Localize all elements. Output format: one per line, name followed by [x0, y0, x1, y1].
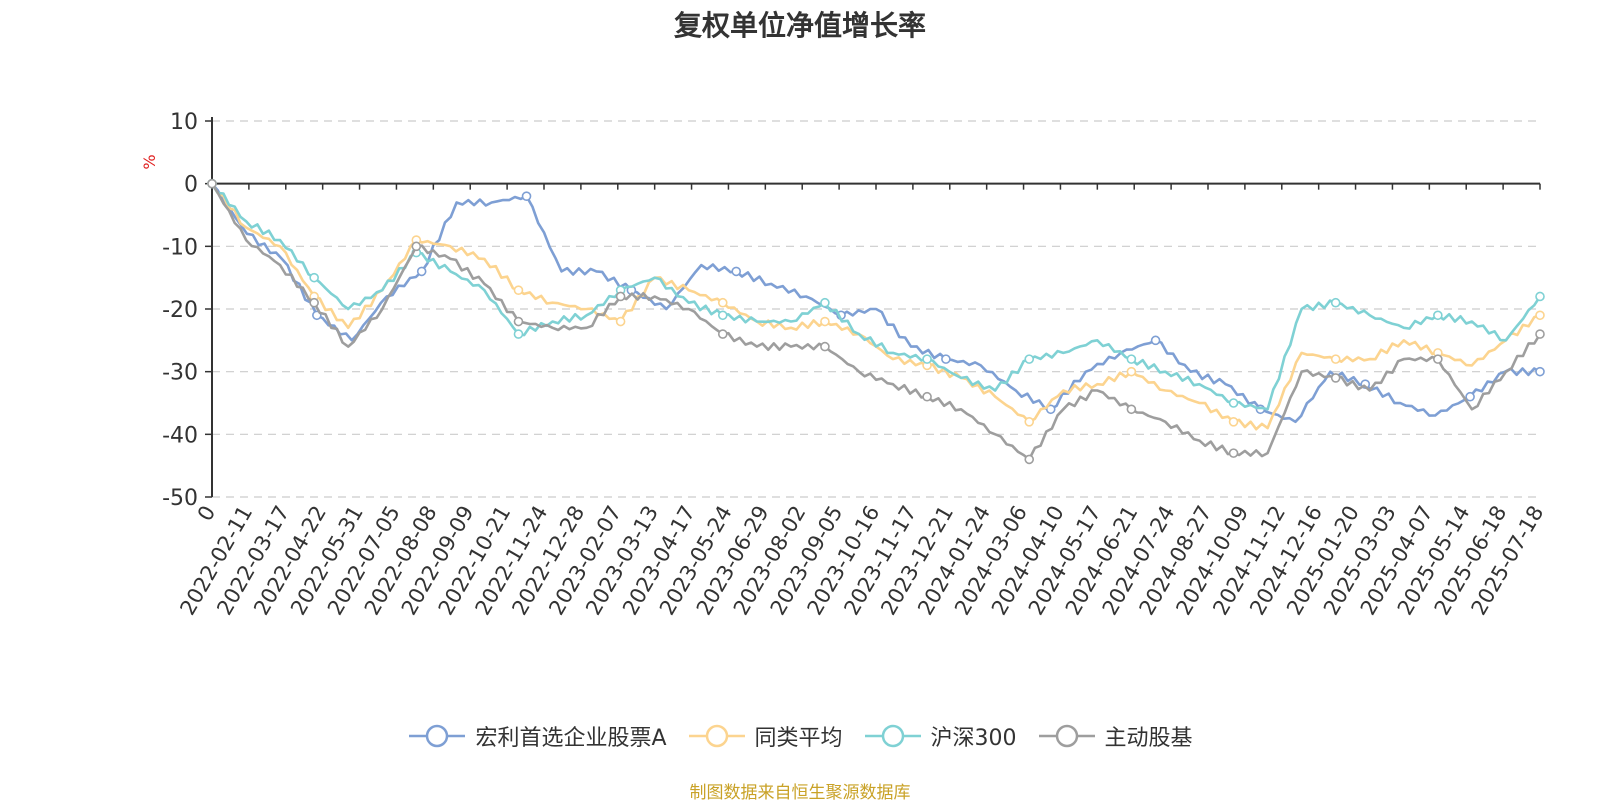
series-point-0	[1045, 404, 1056, 415]
series-point-1	[513, 285, 524, 296]
series-point-1	[1535, 310, 1545, 321]
series-line-3	[210, 182, 1542, 461]
series-point-0	[941, 354, 951, 364]
series-point-3	[207, 178, 217, 189]
y-tick-label: -20	[162, 298, 198, 323]
legend-label: 沪深300	[930, 726, 1017, 751]
series-point-1	[820, 316, 830, 327]
series-point-1	[1330, 354, 1341, 364]
series-point-0	[1465, 391, 1475, 402]
series-point-3	[1535, 329, 1545, 339]
y-tick-label: -40	[162, 423, 198, 448]
series-point-3	[1433, 354, 1443, 364]
series-point-2	[309, 272, 319, 283]
series-point-0	[521, 191, 532, 201]
series-point-2	[1228, 398, 1239, 408]
series-point-3	[309, 297, 319, 308]
chart-legend: 宏利首选企业股票A 同类平均 沪深300 主动股基	[0, 720, 1600, 752]
series-point-2	[922, 354, 932, 364]
series-line-0	[211, 182, 1541, 424]
series-line-2	[210, 183, 1542, 411]
y-tick-label: -30	[162, 361, 198, 386]
series-point-1	[1228, 416, 1239, 427]
legend-item-2[interactable]: 沪深300	[863, 720, 1017, 752]
x-tick-label: 0	[193, 502, 220, 526]
source-note: 制图数据来自恒生聚源数据库	[689, 783, 911, 803]
legend-label: 主动股基	[1104, 726, 1193, 751]
series-point-0	[731, 266, 742, 277]
legend-swatch-icon	[864, 724, 921, 748]
series-point-3	[615, 291, 626, 302]
legend-item-3[interactable]: 主动股基	[1037, 720, 1193, 752]
series-point-3	[1024, 454, 1035, 465]
series-point-2	[1330, 297, 1341, 308]
series-point-0	[1150, 335, 1161, 346]
series-point-3	[922, 391, 932, 402]
series-point-2	[717, 310, 728, 321]
series-point-1	[1024, 416, 1035, 427]
series-point-2	[820, 297, 830, 308]
legend-swatch-icon	[1038, 724, 1095, 748]
series-point-2	[1535, 291, 1545, 302]
series-point-3	[1330, 373, 1341, 383]
series-point-2	[513, 329, 524, 339]
axis-layer: 100-10-20-30-40-5002022-02-112022-03-172…	[162, 110, 1548, 619]
y-tick-label: -10	[162, 235, 198, 260]
series-point-2	[1024, 354, 1035, 364]
legend-swatch-icon	[688, 724, 745, 748]
series-point-2	[1126, 354, 1137, 364]
y-axis-unit-label: %	[140, 154, 159, 169]
series-point-1	[1126, 366, 1137, 377]
y-tick-label: 10	[170, 110, 198, 135]
series-point-0	[1535, 366, 1545, 377]
legend-label: 同类平均	[754, 726, 843, 751]
series-point-1	[615, 316, 626, 327]
line-chart: 100-10-20-30-40-5002022-02-112022-03-172…	[140, 110, 1548, 619]
chart-title: 复权单位净值增长率	[673, 9, 926, 42]
series-point-3	[717, 329, 728, 339]
series-point-3	[411, 241, 422, 252]
series-point-3	[1228, 448, 1239, 458]
legend-label: 宏利首选企业股票A	[475, 726, 667, 751]
y-tick-label: 0	[184, 173, 198, 198]
legend-item-0[interactable]: 宏利首选企业股票A	[407, 720, 667, 752]
series-point-0	[416, 266, 427, 277]
legend-swatch-icon	[409, 724, 466, 748]
y-tick-label: -50	[162, 486, 198, 511]
legend-item-1[interactable]: 同类平均	[687, 720, 843, 752]
series-line-1	[210, 183, 1541, 431]
series-point-2	[1433, 310, 1443, 321]
series-layer	[207, 178, 1545, 465]
series-point-3	[1126, 404, 1137, 415]
series-point-3	[513, 316, 524, 327]
series-point-1	[717, 297, 728, 308]
series-point-3	[820, 341, 830, 352]
